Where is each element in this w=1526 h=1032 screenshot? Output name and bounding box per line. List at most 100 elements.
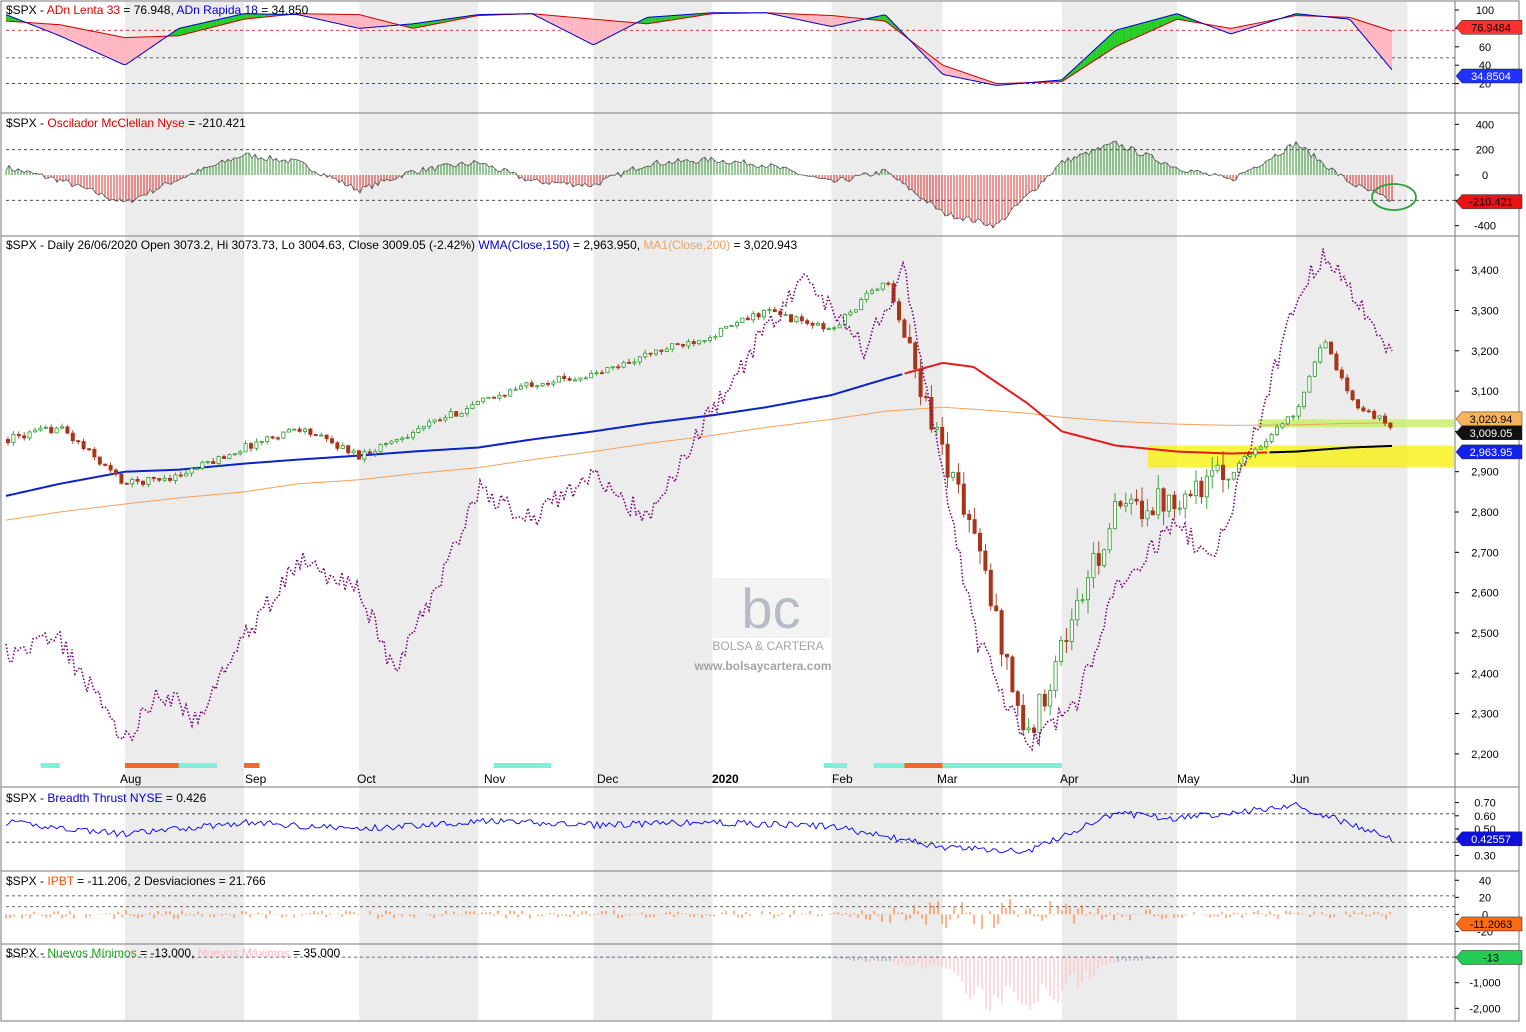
ad-fill — [357, 15, 359, 29]
ad-fill — [600, 20, 602, 42]
candle-body — [1081, 600, 1084, 601]
candle-body — [924, 397, 927, 398]
ipbt-tick-label: 20 — [1479, 892, 1491, 904]
candle-body — [120, 474, 123, 483]
ad-fill — [657, 16, 659, 22]
candle-body — [438, 420, 441, 421]
candle-body — [784, 315, 787, 316]
price-tick-label: 3,100 — [1471, 386, 1499, 398]
ad-fill — [214, 20, 216, 27]
candle-body — [995, 606, 998, 611]
candle-body — [676, 344, 679, 345]
candle-body — [228, 455, 231, 459]
ad-fill — [828, 15, 830, 26]
candle-body — [390, 441, 393, 443]
candle-body — [141, 481, 144, 484]
candle-body — [698, 341, 701, 344]
candle-body — [201, 462, 204, 468]
candle-body — [881, 283, 884, 289]
candle-body — [806, 321, 809, 324]
badge-label: -210.421 — [1469, 197, 1512, 209]
month-label: Nov — [484, 772, 505, 786]
candle-body — [249, 444, 252, 449]
candle-body — [395, 439, 398, 441]
ad-fill — [1376, 26, 1378, 53]
candle-body — [633, 362, 636, 363]
ad-fill — [1387, 30, 1389, 67]
candle-body — [1329, 342, 1332, 354]
panel-title-ad: $SPX - ADn Lenta 33 = 76.948, ADn Rapida… — [6, 3, 309, 17]
watermark-logo: bc — [741, 577, 800, 640]
ad-fill — [322, 14, 324, 21]
candle-body — [595, 373, 598, 374]
ad-fill — [819, 15, 821, 24]
ad-fill — [371, 18, 373, 28]
month-label: Oct — [357, 772, 376, 786]
candle-body — [822, 324, 825, 329]
month-label: Mar — [937, 772, 958, 786]
mc-tick-label: -400 — [1474, 221, 1496, 233]
candle-body — [374, 452, 377, 454]
candle-body — [978, 533, 981, 551]
candle-body — [1038, 694, 1041, 732]
candle-body — [746, 318, 749, 320]
month-label: Sep — [245, 772, 267, 786]
candle-body — [55, 428, 58, 433]
ad-fill — [336, 14, 338, 24]
candle-body — [897, 302, 900, 320]
ad-fill — [826, 15, 828, 26]
candle-body — [1335, 354, 1338, 370]
candle-body — [1302, 392, 1305, 406]
candle-body — [104, 464, 107, 465]
ad-fill — [817, 15, 819, 24]
bt-tick-label: 0.70 — [1474, 798, 1495, 810]
candle-body — [865, 293, 868, 299]
candle-body — [465, 409, 468, 414]
ad-fill — [198, 24, 200, 31]
candle-body — [546, 383, 549, 384]
candle-body — [476, 401, 479, 404]
ad-fill — [1112, 31, 1114, 49]
ad-fill — [75, 28, 77, 44]
signal-marker — [41, 763, 60, 768]
ad-fill — [565, 17, 567, 32]
ad-fill — [122, 37, 124, 65]
ad-fill — [597, 20, 599, 43]
candle-body — [833, 328, 836, 329]
ad-fill — [1126, 27, 1128, 42]
ad-fill — [833, 16, 835, 27]
candle-body — [239, 452, 242, 454]
candle-body — [573, 380, 576, 381]
candle-body — [827, 329, 830, 330]
ad-fill — [186, 26, 188, 34]
candle-body — [163, 478, 166, 480]
candle-body — [768, 310, 771, 311]
ad-fill — [140, 37, 142, 55]
candle-body — [1373, 411, 1376, 418]
signal-marker — [874, 763, 905, 768]
candle-body — [1076, 600, 1079, 620]
candle-body — [1340, 370, 1343, 378]
candle-body — [314, 434, 317, 435]
candle-body — [708, 338, 711, 341]
candle-body — [908, 337, 911, 343]
candle-body — [131, 479, 134, 483]
ad-fill — [1156, 19, 1158, 29]
ad-fill — [200, 23, 202, 30]
candle-body — [919, 369, 922, 397]
badge-label: 0.42557 — [1471, 834, 1511, 846]
candle-body — [1221, 465, 1224, 479]
candle-body — [1351, 391, 1354, 400]
month-label: Feb — [832, 772, 853, 786]
candle-body — [1292, 416, 1295, 417]
candle-body — [1254, 449, 1257, 455]
candle-body — [671, 344, 674, 349]
signal-marker — [824, 763, 847, 768]
ad-fill — [845, 17, 847, 24]
ad-fill — [343, 14, 345, 25]
candle-body — [638, 357, 641, 362]
candle-body — [77, 441, 80, 442]
ad-fill — [193, 25, 195, 32]
ad-tick-label: 60 — [1479, 42, 1491, 54]
ad-fill — [350, 14, 352, 26]
